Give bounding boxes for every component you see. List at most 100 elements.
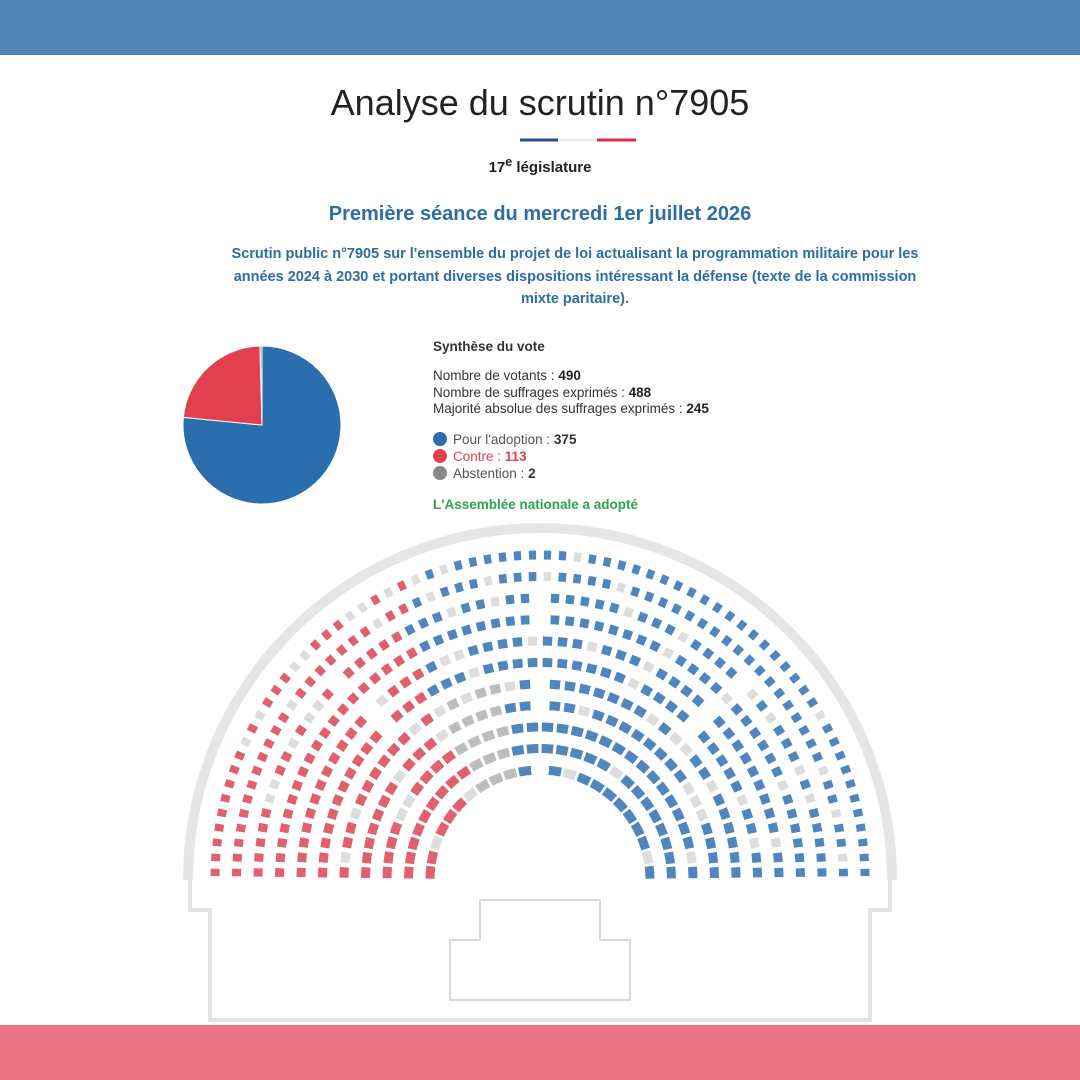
seat <box>526 722 539 733</box>
seat <box>755 699 768 712</box>
hemicycle-rim <box>183 523 897 881</box>
seat <box>412 747 427 761</box>
seat <box>440 677 453 690</box>
seat <box>342 666 355 679</box>
seat <box>789 672 801 684</box>
seat <box>699 594 711 606</box>
seat <box>324 654 337 667</box>
seat <box>598 735 613 749</box>
seat <box>763 807 776 819</box>
seat <box>587 575 597 587</box>
seat <box>233 838 244 848</box>
seat <box>637 611 649 624</box>
seat <box>616 582 626 593</box>
seat <box>736 619 748 631</box>
legend-marker <box>433 466 447 480</box>
seat <box>467 735 482 749</box>
seat <box>511 745 525 756</box>
seat <box>390 709 404 723</box>
seat <box>504 702 517 714</box>
seat <box>398 603 409 615</box>
seat <box>489 705 503 717</box>
seat <box>407 836 420 851</box>
seat <box>498 573 508 584</box>
seat <box>674 654 687 667</box>
summary: Synthèse du vote Nombre de votants : 490… <box>433 339 709 512</box>
seat <box>669 731 683 746</box>
seat <box>613 671 626 684</box>
seat <box>622 628 634 641</box>
seat <box>328 752 341 765</box>
seat <box>337 780 350 793</box>
summary-value: 245 <box>686 401 709 416</box>
seat <box>602 556 612 568</box>
seat <box>684 610 696 622</box>
seat <box>384 781 399 796</box>
seat <box>627 677 640 690</box>
seat <box>474 687 488 700</box>
seat <box>558 572 567 583</box>
summary-line: Majorité absolue des suffrages exprimés … <box>433 401 709 418</box>
seat <box>811 822 823 833</box>
seat <box>746 765 760 778</box>
seat <box>286 793 298 805</box>
seat <box>779 660 791 673</box>
seat <box>354 715 368 729</box>
seat <box>798 684 810 696</box>
seat <box>572 638 583 650</box>
seat <box>519 679 531 690</box>
seat <box>404 866 414 879</box>
seat <box>212 838 223 847</box>
seat <box>664 851 675 865</box>
seat <box>430 835 443 851</box>
seat <box>698 672 712 685</box>
seat <box>689 754 703 768</box>
seat <box>321 688 334 701</box>
seat <box>821 723 834 734</box>
summary-value: 490 <box>558 368 581 383</box>
seat <box>811 751 824 763</box>
seat <box>836 838 847 848</box>
seat <box>475 778 491 794</box>
seat <box>764 752 777 765</box>
seat <box>679 742 694 757</box>
seat <box>299 649 311 662</box>
seat <box>410 781 425 797</box>
seat <box>291 779 304 792</box>
seat <box>518 765 532 777</box>
seat <box>814 709 826 721</box>
seat <box>709 625 721 638</box>
seat <box>468 578 479 590</box>
seat <box>323 822 335 835</box>
seat <box>320 765 334 778</box>
seat <box>759 793 771 805</box>
seat <box>808 807 820 819</box>
seat <box>404 623 416 636</box>
seat <box>519 701 531 712</box>
seat <box>377 794 391 809</box>
seat <box>611 741 626 756</box>
seat <box>730 780 743 793</box>
seat <box>729 851 740 864</box>
seat <box>630 586 641 598</box>
seat <box>360 741 374 756</box>
seat <box>257 822 269 833</box>
seat <box>757 739 770 752</box>
seat <box>641 850 654 865</box>
description: Scrutin public n°7905 sur l'ensemble du … <box>231 246 919 307</box>
seat <box>664 794 679 809</box>
seat <box>304 675 317 688</box>
seat <box>354 793 368 807</box>
seat <box>589 778 605 794</box>
session: Première séance du mercredi 1er juillet … <box>328 203 752 225</box>
seat <box>371 808 385 822</box>
seat <box>804 793 816 804</box>
seat <box>214 823 225 832</box>
seat <box>748 726 762 740</box>
seat <box>346 692 360 705</box>
seat <box>640 684 654 697</box>
seat <box>620 698 634 711</box>
summary-label: Nombre de suffrages exprimés : <box>433 384 625 400</box>
seat <box>423 737 438 752</box>
seat <box>512 637 523 648</box>
